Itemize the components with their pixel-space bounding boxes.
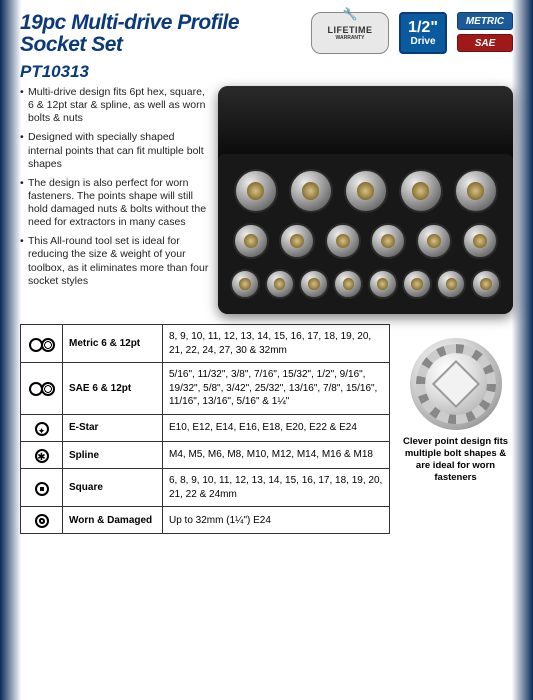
socket-icon <box>402 269 432 299</box>
product-case-image <box>218 86 513 314</box>
worn-icon <box>35 514 49 528</box>
socket-icon <box>230 269 260 299</box>
case-body <box>218 154 513 314</box>
row-icon-cell <box>21 363 63 415</box>
row-icon-cell <box>21 325 63 363</box>
gear-ring-icon <box>41 382 55 396</box>
row-value: 8, 9, 10, 11, 12, 13, 14, 15, 16, 17, 18… <box>163 325 390 363</box>
tag-column: METRIC SAE <box>457 12 513 52</box>
case-lid <box>218 86 513 160</box>
sae-tag: SAE <box>457 34 513 52</box>
bullet-item: Designed with specially shaped internal … <box>20 131 210 170</box>
square-icon <box>35 482 49 496</box>
metric-tag: METRIC <box>457 12 513 30</box>
star-icon <box>35 422 49 436</box>
socket-icon <box>471 269 501 299</box>
warranty-sub: WARRANTY <box>336 35 365 41</box>
socket-icon <box>436 269 466 299</box>
title-line-2: Socket Set <box>20 33 122 56</box>
socket-icon <box>344 169 388 213</box>
table-row: Worn & Damaged Up to 32mm (1¼") E24 <box>21 507 390 534</box>
row-label: E-Star <box>63 414 163 441</box>
diagram-column: Clever point design fits multiple bolt s… <box>398 324 513 484</box>
row-value: M4, M5, M6, M8, M10, M12, M14, M16 & M18 <box>163 441 390 468</box>
table-row: Spline M4, M5, M6, M8, M10, M12, M14, M1… <box>21 441 390 468</box>
socket-icon <box>454 169 498 213</box>
socket-icon <box>233 223 269 259</box>
socket-icon <box>399 169 443 213</box>
socket-diagram <box>410 338 502 430</box>
table-row: Metric 6 & 12pt 8, 9, 10, 11, 12, 13, 14… <box>21 325 390 363</box>
row-value: 6, 8, 9, 10, 11, 12, 13, 14, 15, 16, 17,… <box>163 469 390 507</box>
socket-icon <box>234 169 278 213</box>
socket-icon <box>368 269 398 299</box>
row-label: Metric 6 & 12pt <box>63 325 163 363</box>
bullet-item: This All-round tool set is ideal for red… <box>20 235 210 288</box>
feature-bullets: Multi-drive design fits 6pt hex, square,… <box>20 86 210 314</box>
row-label: SAE 6 & 12pt <box>63 363 163 415</box>
socket-icon <box>333 269 363 299</box>
row-value: 5/16", 11/32", 3/8", 7/16", 15/32", 1/2"… <box>163 363 390 415</box>
socket-icon <box>289 169 333 213</box>
bullet-item: The design is also perfect for worn fast… <box>20 177 210 230</box>
row-icon-cell <box>21 441 63 468</box>
row-value: Up to 32mm (1¼") E24 <box>163 507 390 534</box>
table-row: Square 6, 8, 9, 10, 11, 12, 13, 14, 15, … <box>21 469 390 507</box>
socket-row <box>228 269 503 299</box>
drive-label: Drive <box>410 36 435 47</box>
content-row: Multi-drive design fits 6pt hex, square,… <box>20 86 513 314</box>
bullet-item: Multi-drive design fits 6pt hex, square,… <box>20 86 210 125</box>
row-icon-cell <box>21 414 63 441</box>
row-label: Spline <box>63 441 163 468</box>
spline-icon <box>35 449 49 463</box>
table-row: SAE 6 & 12pt 5/16", 11/32", 3/8", 7/16",… <box>21 363 390 415</box>
socket-icon <box>370 223 406 259</box>
row-icon-cell <box>21 469 63 507</box>
socket-icon <box>265 269 295 299</box>
diagram-caption: Clever point design fits multiple bolt s… <box>398 436 513 484</box>
warranty-text: LIFETIME <box>328 25 373 35</box>
title-line-1: 19pc Multi-drive Profile <box>20 11 239 34</box>
row-label: Square <box>63 469 163 507</box>
title-block: 19pc Multi-drive Profile Socket Set PT10… <box>20 12 301 82</box>
spec-table: Metric 6 & 12pt 8, 9, 10, 11, 12, 13, 14… <box>20 324 390 534</box>
row-icon-cell <box>21 507 63 534</box>
socket-icon <box>299 269 329 299</box>
product-title: 19pc Multi-drive Profile Socket Set <box>20 12 301 56</box>
table-row: E-Star E10, E12, E14, E16, E18, E20, E22… <box>21 414 390 441</box>
row-value: E10, E12, E14, E16, E18, E20, E22 & E24 <box>163 414 390 441</box>
drive-size: 1/2" <box>408 20 438 36</box>
spec-row: Metric 6 & 12pt 8, 9, 10, 11, 12, 13, 14… <box>20 324 513 534</box>
socket-icon <box>462 223 498 259</box>
gear-ring-icon <box>41 338 55 352</box>
header-row: 19pc Multi-drive Profile Socket Set PT10… <box>20 12 513 82</box>
socket-row <box>228 169 503 213</box>
warranty-badge: LIFETIME WARRANTY <box>311 12 389 54</box>
row-label: Worn & Damaged <box>63 507 163 534</box>
socket-icon <box>325 223 361 259</box>
product-sku: PT10313 <box>20 62 301 82</box>
socket-icon <box>416 223 452 259</box>
socket-row <box>228 223 503 259</box>
drive-badge: 1/2" Drive <box>399 12 447 54</box>
socket-icon <box>279 223 315 259</box>
